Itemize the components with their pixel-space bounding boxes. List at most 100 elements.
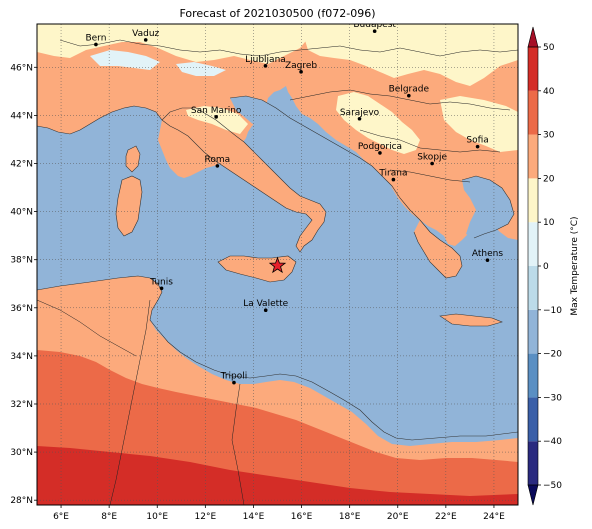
city-label: Bern (85, 33, 106, 43)
aegean-sea (462, 176, 514, 238)
country-borders (37, 39, 518, 505)
corsica-land (126, 146, 140, 172)
city-label: Athens (472, 249, 503, 259)
colorbar-tick-label: 40 (543, 87, 555, 97)
star-marker (268, 256, 287, 274)
colorbar-segment (528, 266, 538, 310)
y-tick-label: 40°N (10, 208, 33, 218)
colorbar-segment (528, 397, 538, 442)
colorbar-tick-label: −50 (543, 481, 562, 491)
colorbar-tick-label: −40 (543, 437, 562, 447)
colorbar-tick-label: 50 (543, 43, 555, 53)
city-label: Tunis (149, 277, 173, 287)
city-label: Tripoli (220, 372, 248, 382)
x-tick-label: 20°E (387, 512, 409, 522)
city-dot (485, 258, 490, 262)
x-tick-label: 18°E (339, 512, 361, 522)
colorbar-segment (528, 309, 538, 354)
colorbar-label: Max Temperature (°C) (570, 216, 580, 315)
y-tick-label: 38°N (10, 256, 33, 266)
map-frame (36, 23, 519, 506)
city-dot (475, 144, 480, 149)
colorbar-tick-label: −30 (543, 393, 562, 403)
crete-land (440, 314, 502, 326)
colorbar-tick-label: 10 (543, 218, 555, 228)
city-label: Vaduz (132, 29, 159, 39)
city-dot (159, 286, 164, 291)
colorbar-tick-label: 30 (543, 131, 555, 141)
longitude-ticks: 6°E 8°E 10°E 12°E 14°E 16°E 18°E 20°E 22°E 24°E (53, 505, 505, 522)
colorbar-extend-min (527, 484, 539, 506)
colorbar-tick-label: −20 (543, 350, 562, 360)
x-tick-label: 8°E (101, 512, 117, 522)
city-label: Sofia (466, 136, 488, 146)
city-dot (232, 380, 236, 385)
y-tick-label: 32°N (10, 400, 33, 410)
colorbar-segment (528, 441, 538, 485)
bulgaria-cool-zone (440, 96, 518, 152)
colorbar-segment (528, 90, 538, 135)
city-dot (214, 115, 218, 119)
city-label: San Marino (191, 106, 242, 116)
city-label: Roma (205, 155, 231, 165)
y-tick-label: 44°N (10, 111, 33, 121)
city-label: Skopje (417, 152, 447, 162)
alps-cold-zone (90, 50, 160, 70)
alps-cold-zone-2 (176, 62, 226, 76)
x-tick-label: 12°E (195, 512, 217, 522)
latitude-ticks: 28°N 30°N 32°N 34°N 36°N 38°N 40°N 42°N 44°N 46°N (10, 63, 37, 506)
colorbar-tick-label: 20 (543, 174, 555, 184)
gulf-of-gabes-sea (150, 300, 518, 440)
colorbar-tick-label: 0 (543, 262, 549, 272)
city-label: Belgrade (389, 85, 430, 95)
x-tick-label: 14°E (243, 512, 265, 522)
city-dot (357, 116, 362, 121)
y-tick-label: 46°N (10, 63, 33, 73)
x-tick-label: 16°E (291, 512, 313, 522)
location-marker (268, 256, 287, 274)
city-label: Budapest (353, 20, 396, 30)
colorbar-segment (528, 178, 538, 223)
city-dot (263, 308, 268, 312)
map-title: Forecast of 2021030500 (f072-096) (179, 7, 376, 20)
y-tick-label: 34°N (10, 352, 33, 362)
map-gridlines (37, 24, 518, 505)
x-tick-label: 24°E (483, 512, 505, 522)
city-label: Sarajevo (340, 108, 380, 118)
africa-land-hottest (37, 446, 518, 505)
city-dot (378, 151, 382, 155)
x-tick-label: 22°E (435, 512, 457, 522)
city-dot (391, 177, 396, 182)
colorbar-segment (528, 47, 538, 91)
y-tick-label: 36°N (10, 304, 33, 314)
city-dot (407, 93, 411, 98)
colorbar: −50 −40 −30 −20 −10 0 10 20 30 40 50 (527, 26, 562, 506)
y-tick-label: 28°N (10, 496, 33, 506)
coastlines (37, 95, 518, 441)
city-dot (299, 70, 303, 74)
city-dot (263, 64, 268, 68)
balkan-cool-zone (336, 92, 420, 154)
city-label: La Valette (243, 299, 288, 309)
sardinia-land (116, 176, 142, 236)
city-label: Zagreb (285, 61, 317, 71)
city-dot (215, 164, 220, 168)
x-tick-label: 6°E (53, 512, 69, 522)
greece-land (414, 220, 462, 278)
city-dot (372, 29, 377, 34)
adriatic-sea (230, 96, 392, 196)
city-dot (94, 42, 98, 47)
x-tick-label: 10°E (146, 512, 168, 522)
italy-cool-zone (186, 106, 248, 134)
colorbar-segment (528, 353, 538, 398)
colorbar-segment (528, 222, 538, 266)
colorbar-tick-label: −10 (543, 306, 562, 316)
hungary-cool-zone (300, 24, 518, 86)
city-label: Tirana (378, 169, 407, 179)
city-dot (430, 161, 434, 166)
city-label: Ljubljana (245, 55, 286, 65)
city-dot (143, 38, 148, 42)
